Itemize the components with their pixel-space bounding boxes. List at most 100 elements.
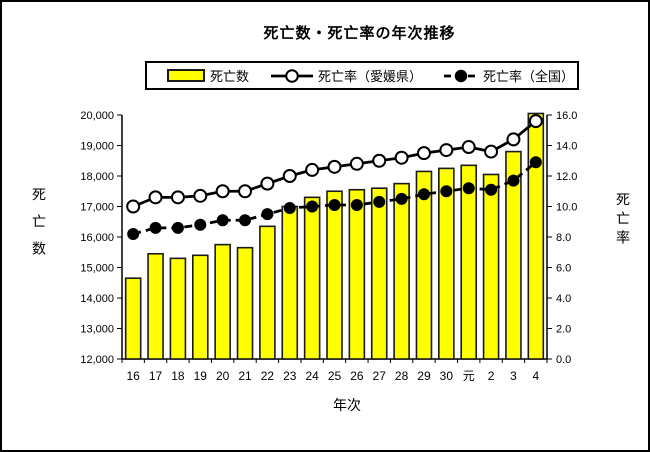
national-point-29 xyxy=(417,188,430,201)
legend-national-label: 死亡率（全国） xyxy=(483,69,575,84)
national-point-19 xyxy=(194,218,207,231)
left-tick-label: 20,000 xyxy=(80,110,114,122)
bar-3 xyxy=(505,150,522,360)
right-tick-label: 16.0 xyxy=(556,110,577,122)
legend-deaths-label: 死亡数 xyxy=(210,69,250,84)
x-tick-label: 16 xyxy=(127,369,141,383)
bar-27 xyxy=(370,187,388,360)
bar-元 xyxy=(460,164,478,360)
ehime-point-3 xyxy=(506,132,521,147)
left-tick-label: 18,000 xyxy=(80,171,114,183)
bar-18 xyxy=(169,257,187,360)
national-point-24 xyxy=(306,200,319,213)
ehime-point-30 xyxy=(439,143,454,158)
bar-30 xyxy=(438,167,455,360)
right-tick-label: 6.0 xyxy=(556,263,571,275)
right-tick-label: 10.0 xyxy=(556,202,577,214)
bar-28 xyxy=(393,182,410,360)
national-point-21 xyxy=(239,214,252,227)
ehime-point-4 xyxy=(528,114,543,129)
bar-20 xyxy=(214,243,231,360)
ehime-point-22 xyxy=(260,176,275,191)
legend-item-national: 死亡率（全国） xyxy=(444,66,574,85)
ehime-point-16 xyxy=(126,199,141,214)
bar-16 xyxy=(124,277,142,360)
legend-filled-circle-dash-icon xyxy=(444,69,479,82)
right-axis-title: 死亡率 xyxy=(615,192,631,249)
x-tick-label: 21 xyxy=(238,369,252,383)
national-point-17 xyxy=(149,221,162,234)
national-point-元 xyxy=(462,182,475,195)
legend-open-circle-line-icon xyxy=(271,68,314,83)
x-tick-label: 26 xyxy=(350,369,364,383)
x-tick-label: 20 xyxy=(216,369,230,383)
national-point-18 xyxy=(171,221,184,234)
x-tick-label: 19 xyxy=(194,369,208,383)
ehime-point-24 xyxy=(305,162,320,177)
bar-29 xyxy=(415,170,433,360)
national-point-3 xyxy=(507,174,520,187)
national-point-4 xyxy=(529,156,542,169)
x-tick-label: 4 xyxy=(532,369,539,383)
national-point-23 xyxy=(283,202,296,215)
left-tick-label: 19,000 xyxy=(80,141,114,153)
ehime-point-25 xyxy=(327,159,342,174)
bar-2 xyxy=(482,173,500,360)
x-tick-label: 2 xyxy=(488,369,495,383)
x-tick-label: 23 xyxy=(283,369,297,383)
national-point-22 xyxy=(261,208,274,221)
x-tick-label: 17 xyxy=(149,369,163,383)
x-tick-label: 元 xyxy=(463,369,475,383)
legend-ehime-label: 死亡率（愛媛県） xyxy=(318,69,423,84)
x-tick-label: 24 xyxy=(305,369,319,383)
x-tick-label: 27 xyxy=(373,369,387,383)
legend-item-deaths: 死亡数 xyxy=(167,66,249,85)
x-tick-label: 28 xyxy=(395,369,409,383)
right-tick-label: 4.0 xyxy=(556,293,571,305)
x-tick-label: 25 xyxy=(328,369,342,383)
left-tick-label: 14,000 xyxy=(80,293,114,305)
bar-4 xyxy=(527,112,545,360)
bar-25 xyxy=(326,190,343,360)
right-tick-label: 0.0 xyxy=(556,354,571,366)
bar-17 xyxy=(147,252,164,360)
ehime-point-27 xyxy=(372,153,387,168)
x-tick-label: 30 xyxy=(440,369,454,383)
ehime-point-17 xyxy=(148,190,163,205)
bar-19 xyxy=(191,254,209,360)
left-tick-label: 17,000 xyxy=(80,202,114,214)
national-point-25 xyxy=(328,198,341,211)
legend-item-ehime: 死亡率（愛媛県） xyxy=(271,66,422,85)
ehime-point-23 xyxy=(282,169,297,183)
ehime-point-20 xyxy=(215,184,230,199)
left-tick-label: 13,000 xyxy=(80,324,114,336)
national-point-2 xyxy=(485,183,498,196)
right-tick-label: 14.0 xyxy=(556,141,577,153)
national-point-28 xyxy=(395,192,408,205)
ehime-point-2 xyxy=(484,144,499,159)
right-tick-label: 2.0 xyxy=(556,324,571,336)
ehime-point-26 xyxy=(349,156,364,171)
legend-bar-swatch-icon xyxy=(167,69,205,82)
bar-22 xyxy=(259,225,276,360)
bar-23 xyxy=(281,205,299,360)
ehime-point-19 xyxy=(193,188,208,203)
ehime-point-18 xyxy=(170,190,185,205)
left-tick-label: 16,000 xyxy=(80,232,114,244)
x-tick-label: 29 xyxy=(417,369,431,383)
ehime-point-元 xyxy=(461,140,476,155)
national-point-20 xyxy=(216,214,229,227)
left-axis-title: 死亡数 xyxy=(31,187,47,268)
legend: 死亡数 死亡率（愛媛県） 死亡率（全国） xyxy=(145,61,579,90)
right-tick-label: 12.0 xyxy=(556,171,577,183)
national-point-30 xyxy=(440,185,453,198)
bar-24 xyxy=(303,196,321,360)
ehime-point-21 xyxy=(238,184,253,199)
x-tick-label: 18 xyxy=(171,369,185,383)
x-tick-label: 3 xyxy=(510,369,517,383)
ehime-point-29 xyxy=(416,146,431,161)
bar-26 xyxy=(348,188,366,360)
ehime-point-28 xyxy=(394,150,409,165)
